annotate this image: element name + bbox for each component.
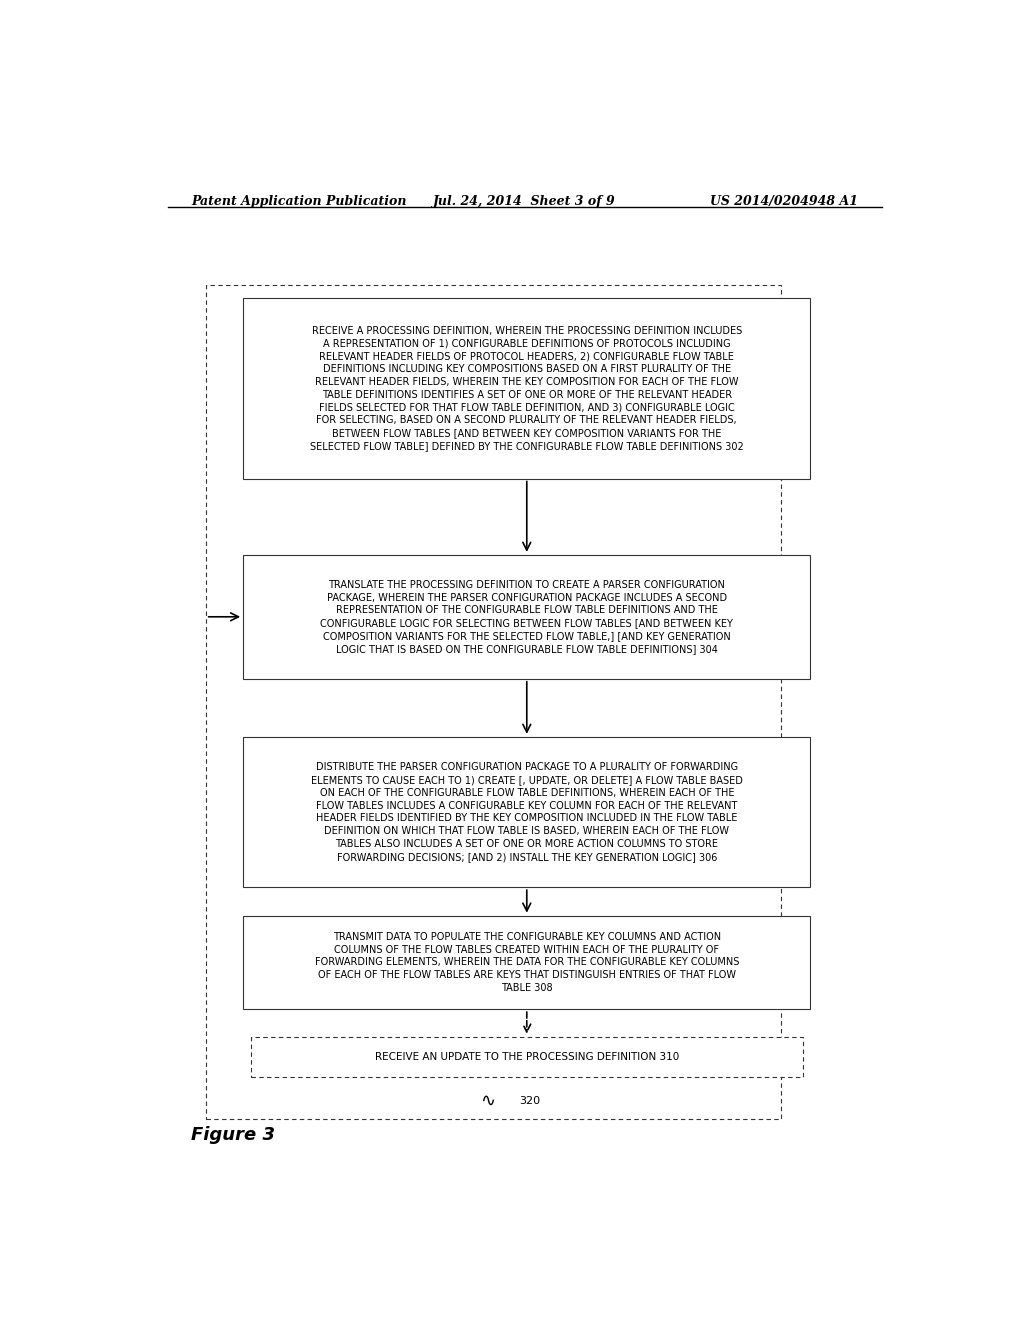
Text: TRANSLATE THE PROCESSING DEFINITION TO CREATE A PARSER CONFIGURATION
PACKAGE, WH: TRANSLATE THE PROCESSING DEFINITION TO C… (321, 579, 733, 653)
Bar (243, 737, 811, 887)
Text: RECEIVE AN UPDATE TO THE PROCESSING DEFINITION 310: RECEIVE AN UPDATE TO THE PROCESSING DEFI… (375, 1052, 679, 1061)
Bar (243, 916, 811, 1008)
Text: Patent Application Publication: Patent Application Publication (191, 195, 407, 209)
Bar (243, 297, 811, 479)
Bar (251, 1036, 803, 1077)
Text: Jul. 24, 2014  Sheet 3 of 9: Jul. 24, 2014 Sheet 3 of 9 (433, 195, 616, 209)
Text: 320: 320 (519, 1096, 541, 1106)
Bar (243, 554, 811, 678)
Text: DISTRIBUTE THE PARSER CONFIGURATION PACKAGE TO A PLURALITY OF FORWARDING
ELEMENT: DISTRIBUTE THE PARSER CONFIGURATION PACK… (311, 762, 742, 862)
Text: US 2014/0204948 A1: US 2014/0204948 A1 (710, 195, 858, 209)
Text: ∿: ∿ (480, 1092, 495, 1110)
Text: Figure 3: Figure 3 (191, 1126, 275, 1144)
Bar (206, 285, 781, 1119)
Text: RECEIVE A PROCESSING DEFINITION, WHEREIN THE PROCESSING DEFINITION INCLUDES
A RE: RECEIVE A PROCESSING DEFINITION, WHEREIN… (310, 326, 743, 450)
Text: TRANSMIT DATA TO POPULATE THE CONFIGURABLE KEY COLUMNS AND ACTION
COLUMNS OF THE: TRANSMIT DATA TO POPULATE THE CONFIGURAB… (314, 932, 739, 993)
